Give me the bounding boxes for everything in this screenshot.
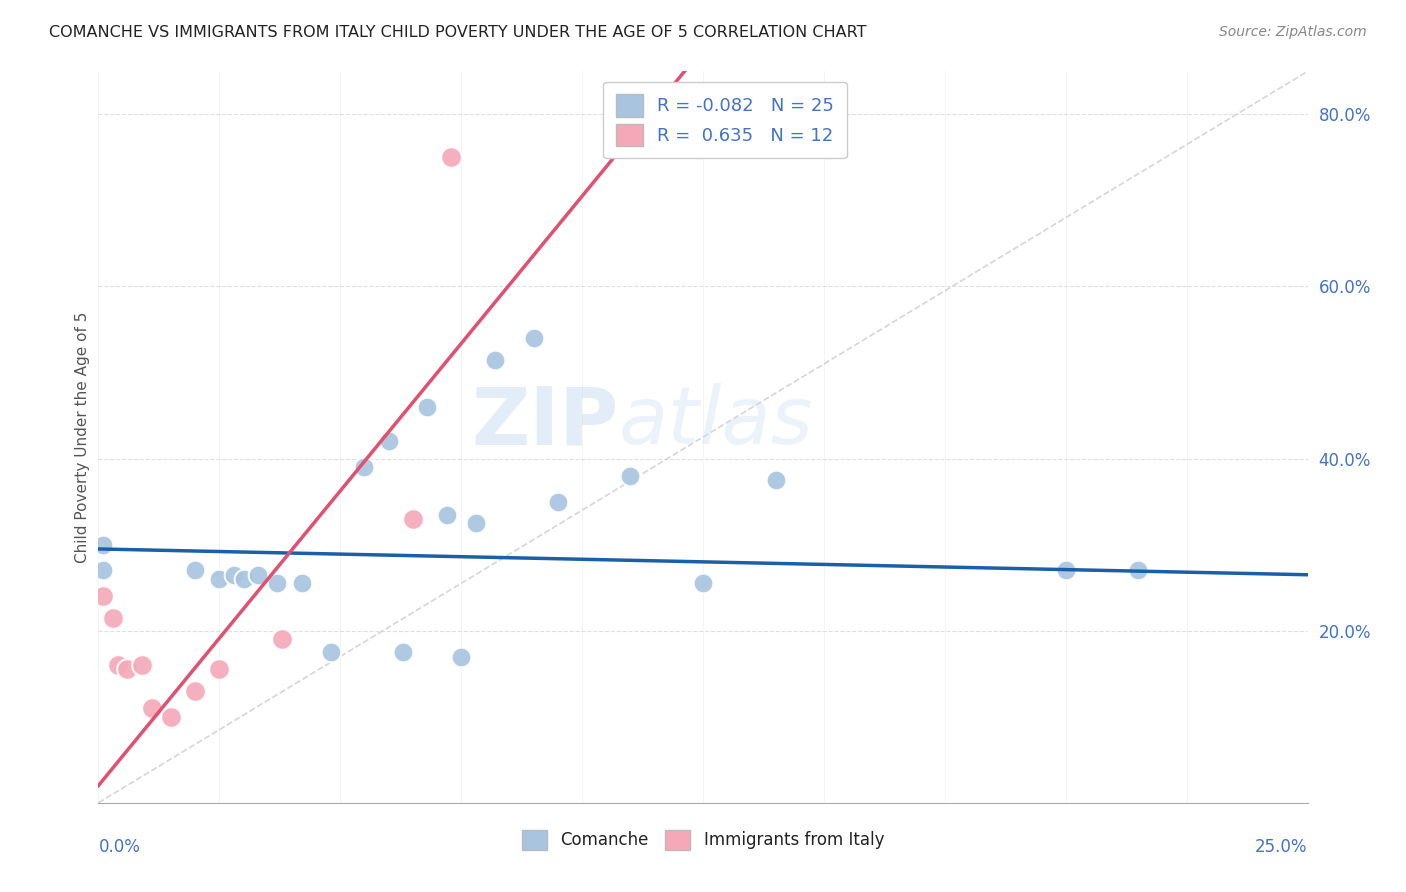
Point <box>464 516 486 530</box>
Point <box>765 473 787 487</box>
Text: COMANCHE VS IMMIGRANTS FROM ITALY CHILD POVERTY UNDER THE AGE OF 5 CORRELATION C: COMANCHE VS IMMIGRANTS FROM ITALY CHILD … <box>49 25 866 40</box>
Point <box>319 645 342 659</box>
Point <box>692 576 714 591</box>
Point <box>107 658 129 673</box>
Point <box>208 572 231 586</box>
Point <box>184 684 207 698</box>
Point <box>232 572 254 586</box>
Point <box>290 576 312 591</box>
Point <box>91 564 114 578</box>
Point <box>131 658 153 673</box>
Text: 0.0%: 0.0% <box>98 838 141 855</box>
Point <box>160 710 183 724</box>
Point <box>440 150 463 164</box>
Point <box>450 649 472 664</box>
Point <box>208 662 231 676</box>
Point <box>619 468 641 483</box>
Text: ZIP: ZIP <box>471 384 619 461</box>
Point <box>1128 564 1150 578</box>
Text: atlas: atlas <box>619 384 813 461</box>
Point <box>547 494 569 508</box>
Point <box>1054 564 1077 578</box>
Point <box>222 567 245 582</box>
Point <box>117 662 139 676</box>
Point <box>402 512 425 526</box>
Point <box>436 508 458 522</box>
Text: Source: ZipAtlas.com: Source: ZipAtlas.com <box>1219 25 1367 39</box>
Point <box>184 564 207 578</box>
Point <box>91 589 114 603</box>
Point <box>266 576 288 591</box>
Point <box>91 538 114 552</box>
Y-axis label: Child Poverty Under the Age of 5: Child Poverty Under the Age of 5 <box>75 311 90 563</box>
Legend: Comanche, Immigrants from Italy: Comanche, Immigrants from Italy <box>515 823 891 856</box>
Point <box>392 645 415 659</box>
Point <box>141 701 163 715</box>
Point <box>271 632 294 647</box>
Point <box>353 460 375 475</box>
Point <box>247 567 270 582</box>
Point <box>523 331 546 345</box>
Text: 25.0%: 25.0% <box>1256 838 1308 855</box>
Point <box>484 352 506 367</box>
Point <box>416 400 439 414</box>
Point <box>377 434 399 449</box>
Point <box>101 611 124 625</box>
